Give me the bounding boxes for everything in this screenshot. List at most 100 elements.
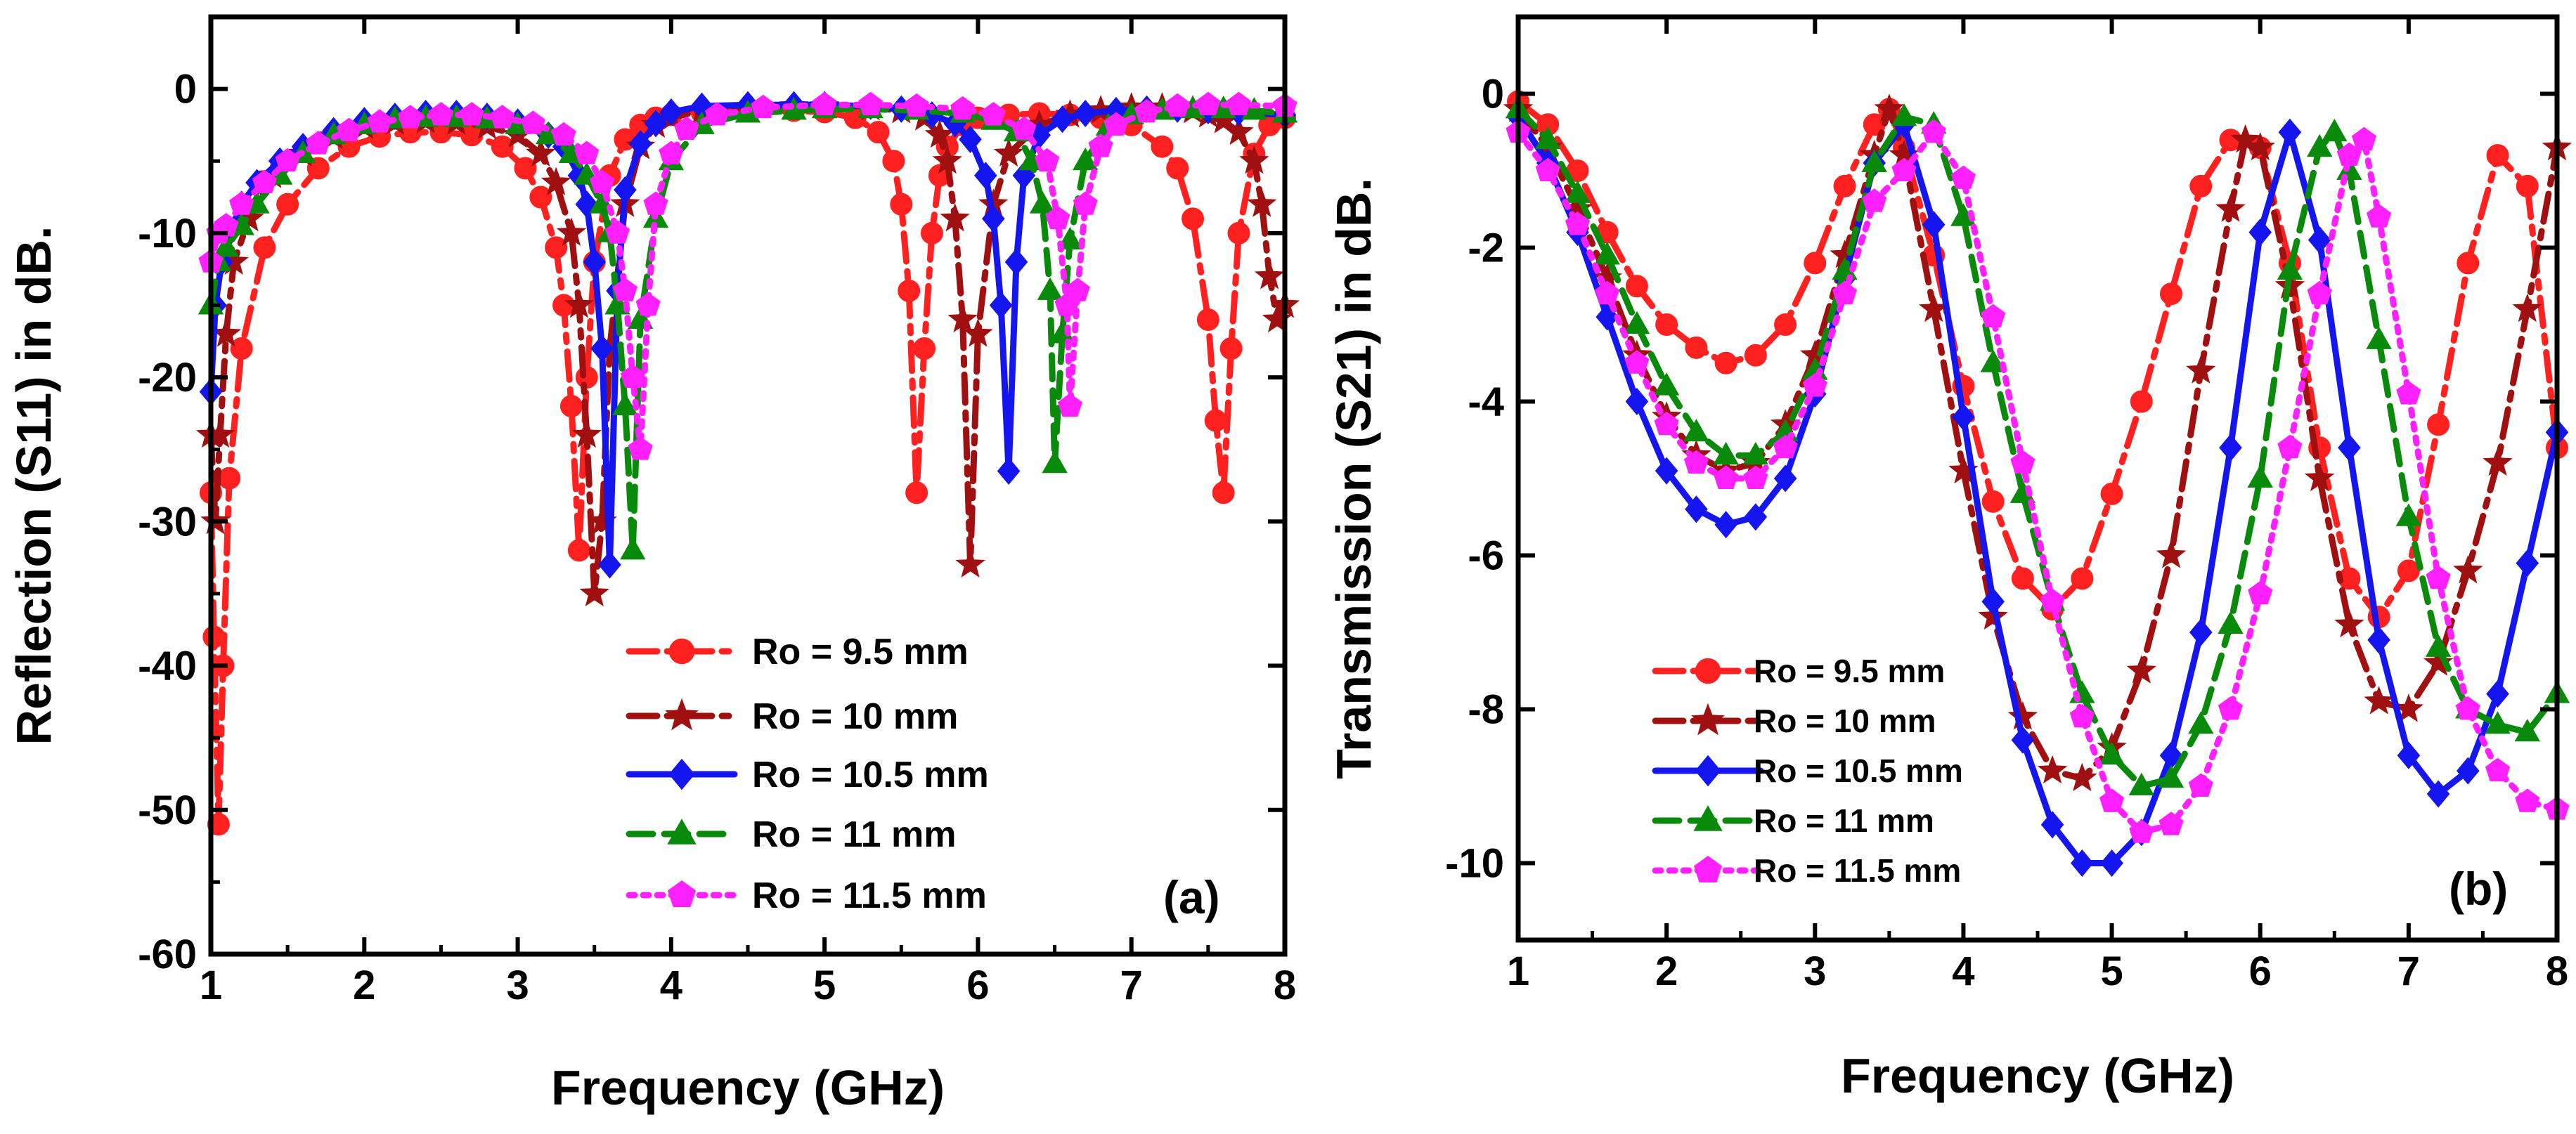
panel-a-x-tick-label: 6 [966,963,989,1008]
panel-b-data-point [2397,559,2420,582]
panel-a-data-point [526,138,556,167]
panel-a-data-point [276,193,299,216]
panel-a-legend-marker [667,880,697,907]
panel-b-data-point [2483,447,2513,476]
panel-b-data-point [2099,788,2125,812]
panel-a-data-point [590,334,614,363]
panel-a-data-point [997,457,1021,485]
panel-a-data-point [1011,116,1037,140]
panel-b-data-point [1874,93,1905,122]
panel-b-data-point [1683,450,1709,474]
panel-b-data-point [1980,349,2006,372]
panel-a-data-point [913,337,936,360]
panel-b-data-point [2456,757,2480,785]
panel-b-series-4 [1505,96,2570,795]
panel-b-data-point [1891,103,1917,126]
panel-a-data-point [556,217,587,246]
panel-a-data-point [567,539,590,562]
panel-a-data-point [620,364,645,388]
panel-a-data-point [1204,409,1227,432]
panel-b-data-point [1744,344,1767,367]
panel-b-legend-label: Ro = 10.5 mm [1754,752,1963,789]
panel-b-data-point [2366,326,2392,349]
panel-a-data-point [545,236,568,259]
panel-a-data-point [1165,93,1190,117]
panel-a-data-point [620,537,646,560]
panel-b-data-point [2423,647,2454,676]
panel-b-data-point [2367,626,2390,654]
panel-b-x-tick-label: 5 [2100,949,2123,994]
panel-a-data-point [571,419,602,448]
panel-a-legend-label: Ro = 10 mm [752,696,958,737]
panel-a-legend-sample [626,819,738,845]
panel-a-data-point [253,236,276,259]
panel-b-data-point [2189,174,2213,197]
panel-a-data-point [1057,393,1082,417]
panel-b-data-point [1773,434,1798,459]
panel-a-data-point [306,131,331,155]
panel-b-data-point [2126,655,2156,684]
panel-a-data-point [644,110,668,138]
panel-a-data-point [579,578,609,606]
panel-b-data-point [1861,149,1887,172]
panel-b-legend-marker [1695,658,1721,684]
panel-b-data-point [1952,403,1975,431]
panel-a-data-point [940,202,970,232]
panel-a-data-point [1151,135,1174,158]
panel-a-data-point [955,549,985,578]
panel-a-data-point [230,337,253,360]
panel-b-x-tick-label: 6 [2249,949,2272,994]
panel-a-data-point [598,551,621,579]
panel-a-data-point [950,96,976,120]
panel-b-data-point [2486,144,2509,167]
panel-b-data-point [2230,124,2260,153]
panel-a-data-point [1051,105,1074,133]
panel-b-data-point [2188,773,2213,797]
panel-b-x-tick-label: 8 [2546,949,2568,994]
panel-b-data-point [1714,351,1737,374]
panel-b-data-point [1862,188,1887,212]
panel-a-y-axis-title: Reflection (S11) in dB. [6,226,61,745]
panel-a-data-point [1073,99,1097,128]
panel-a-data-point [659,141,684,164]
panel-a-data-point [973,162,997,190]
panel-a-data-point [1166,157,1189,180]
panel-a-data-point [1072,147,1099,171]
panel-a-data-point [659,98,683,126]
panel-a-data-point [751,94,776,119]
panel-b-y-tick-label: -8 [1468,687,1504,733]
panel-b-legend-sample [1652,703,1764,736]
panel-a-data-point [674,116,699,140]
panel-a-x-tick-label: 3 [506,963,529,1008]
panel-b-data-point [1981,490,2005,513]
panel-b-data-point [1744,503,1768,531]
panel-a-legend-sample [626,880,738,907]
panel-b-data-point [1565,180,1591,203]
panel-a-series-3 [199,91,1297,579]
panel-a-data-point [1196,308,1219,331]
panel-b-x-tick-label: 2 [1655,949,1678,994]
panel-a-series-1 [200,99,1296,836]
panel-b-series-2 [1503,93,2572,792]
panel-b-data-point [1714,511,1737,539]
panel-a-label: (a) [1163,871,1220,923]
panel-a-data-point [980,102,1006,126]
panel-a-data-point [275,148,300,172]
panel-b-y-tick-label: 0 [1482,72,1504,117]
panel-a-series-line [207,101,1288,568]
panel-b-data-point [1922,211,1946,239]
panel-b-data-point [2130,390,2153,413]
panel-b-x-axis-title: Frequency (GHz) [1841,1048,2234,1103]
panel-b-data-point [1624,350,1650,374]
panel-b-data-point [1625,387,1649,416]
panel-a-y-tick-label: -20 [138,355,197,400]
panel-a-legend-sample [626,758,738,790]
panel-b-data-point [2156,540,2187,568]
panel-a-data-point [1196,91,1221,116]
panel-a-data-point [1247,188,1277,217]
panel-b-data-point [2516,174,2539,197]
panel-a-legend-label: Ro = 10.5 mm [752,755,989,795]
panel-b-data-point [2307,280,2332,305]
panel-b-data-point [2007,701,2038,730]
panel-a-data-point [1065,278,1090,301]
